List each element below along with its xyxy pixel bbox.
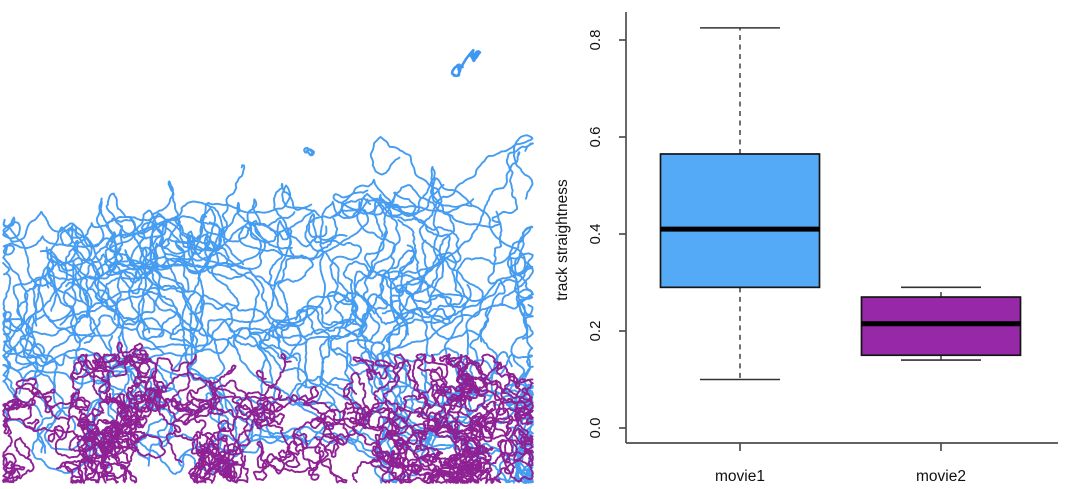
- movie2-track: [144, 353, 224, 416]
- movie2-track: [2, 377, 52, 435]
- movie1-track: [135, 222, 266, 354]
- movie2-track: [165, 380, 284, 463]
- movie1-track: [389, 177, 527, 324]
- movie2-track: [188, 452, 238, 483]
- y-tick-label: 0.8: [587, 30, 604, 51]
- movie2-track: [445, 390, 534, 483]
- movie1-track: [2, 248, 77, 431]
- movie2-box: [860, 286, 1022, 361]
- movie2-track: [125, 371, 217, 418]
- movie1-track: [347, 386, 501, 484]
- movie1-track: [268, 213, 377, 361]
- movie2-track: [265, 417, 348, 484]
- movie2-track: [69, 341, 163, 409]
- movie2-track: [91, 353, 167, 422]
- y-axis-label: track straightness: [554, 179, 571, 301]
- movie2-track: [426, 372, 479, 461]
- track-plot-panel: [0, 0, 536, 489]
- movie2-track: [455, 363, 534, 467]
- movie1-track: [104, 222, 224, 334]
- movie1-track: [133, 230, 277, 399]
- movie2-track: [342, 353, 442, 433]
- movie2-track: [87, 399, 131, 462]
- movie2-track: [449, 456, 510, 484]
- movie1-track: [496, 383, 534, 484]
- x-category-label-movie1: movie1: [715, 468, 765, 485]
- movie1-track: [45, 230, 164, 344]
- movie1-track: [369, 136, 443, 442]
- movie1-track: [378, 218, 471, 404]
- isolated-blue-blob-top-right: [450, 48, 482, 78]
- straightness-boxplot-svg: 0.0 0.2 0.4 0.6 0.8 track straightness movie…: [554, 12, 1058, 485]
- movie1-track: [258, 183, 445, 411]
- movie1-track: [2, 262, 48, 362]
- movie1-track: [325, 191, 429, 315]
- movie1-track: [332, 189, 462, 312]
- movie1-track: [22, 314, 136, 411]
- small-blue-blob-mid: [303, 146, 315, 157]
- movie2-track: [59, 434, 128, 480]
- movie1-track: [19, 327, 112, 377]
- movie2-track: [190, 394, 283, 484]
- movie1-track: [113, 221, 221, 321]
- movie1-track: [296, 229, 388, 402]
- y-tick-label: 0.0: [587, 418, 604, 439]
- y-tick-label: 0.2: [587, 321, 604, 342]
- movie1-track: [205, 182, 336, 408]
- movie1-track: [59, 200, 245, 374]
- movie2-track: [214, 353, 292, 417]
- movie2-track: [2, 388, 56, 484]
- movie2-track: [439, 353, 503, 404]
- movie1-track: [469, 142, 534, 380]
- movie1-track: [105, 215, 239, 351]
- axes: [619, 12, 1058, 451]
- movie1-box: [659, 27, 821, 381]
- boxplot-panel: 0.0 0.2 0.4 0.6 0.8 track straightness movie…: [540, 0, 1074, 489]
- movie1-track: [304, 165, 502, 315]
- movie1-track: [200, 198, 296, 312]
- movie1-track: [18, 256, 96, 474]
- movie1-track: [148, 215, 388, 466]
- iqr-box: [659, 153, 821, 289]
- movie2-track: [71, 353, 134, 402]
- movie1-track: [479, 255, 534, 343]
- movie1-track: [146, 184, 313, 364]
- movie1-track: [258, 217, 339, 389]
- movie1-track: [370, 252, 534, 390]
- movie2-track: [2, 392, 133, 443]
- y-tick-labels: 0.0 0.2 0.4 0.6 0.8: [587, 30, 604, 439]
- movie1-track: [13, 347, 162, 413]
- tracks-svg: [2, 48, 534, 484]
- x-category-label-movie2: movie2: [916, 468, 966, 485]
- movie1-track: [65, 281, 386, 362]
- movie2-track: [470, 365, 534, 437]
- movie1-track: [2, 197, 172, 320]
- boxes: [659, 27, 1022, 381]
- y-tick-label: 0.4: [587, 224, 604, 245]
- movie1-track: [160, 198, 372, 377]
- y-tick-label: 0.6: [587, 127, 604, 148]
